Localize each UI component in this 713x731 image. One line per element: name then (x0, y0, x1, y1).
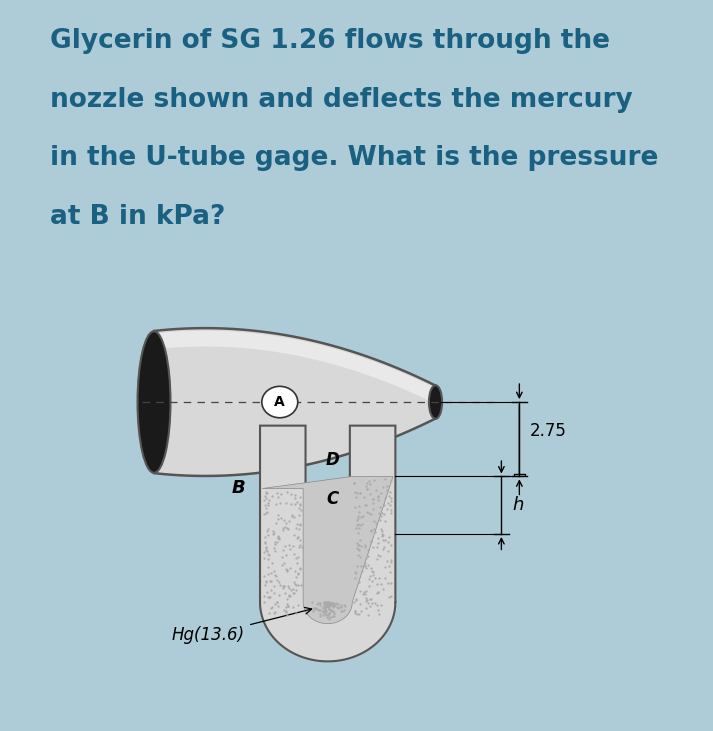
Text: C: C (327, 490, 339, 507)
Text: in the U-tube gage. What is the pressure: in the U-tube gage. What is the pressure (50, 145, 658, 171)
Text: D: D (325, 450, 339, 469)
Polygon shape (154, 330, 436, 404)
Polygon shape (154, 328, 436, 476)
Text: Glycerin of SG 1.26 flows through the: Glycerin of SG 1.26 flows through the (50, 28, 610, 54)
Text: at B in kPa?: at B in kPa? (50, 203, 225, 230)
Circle shape (262, 386, 298, 418)
Text: B: B (231, 480, 245, 498)
Text: Hg(13.6): Hg(13.6) (172, 607, 312, 644)
Text: 2.75: 2.75 (530, 423, 567, 440)
Ellipse shape (429, 385, 442, 419)
Polygon shape (260, 425, 396, 662)
Ellipse shape (138, 331, 170, 473)
Text: nozzle shown and deflects the mercury: nozzle shown and deflects the mercury (50, 86, 632, 113)
Text: h: h (512, 496, 523, 514)
Text: A: A (275, 395, 285, 409)
Polygon shape (262, 477, 393, 624)
